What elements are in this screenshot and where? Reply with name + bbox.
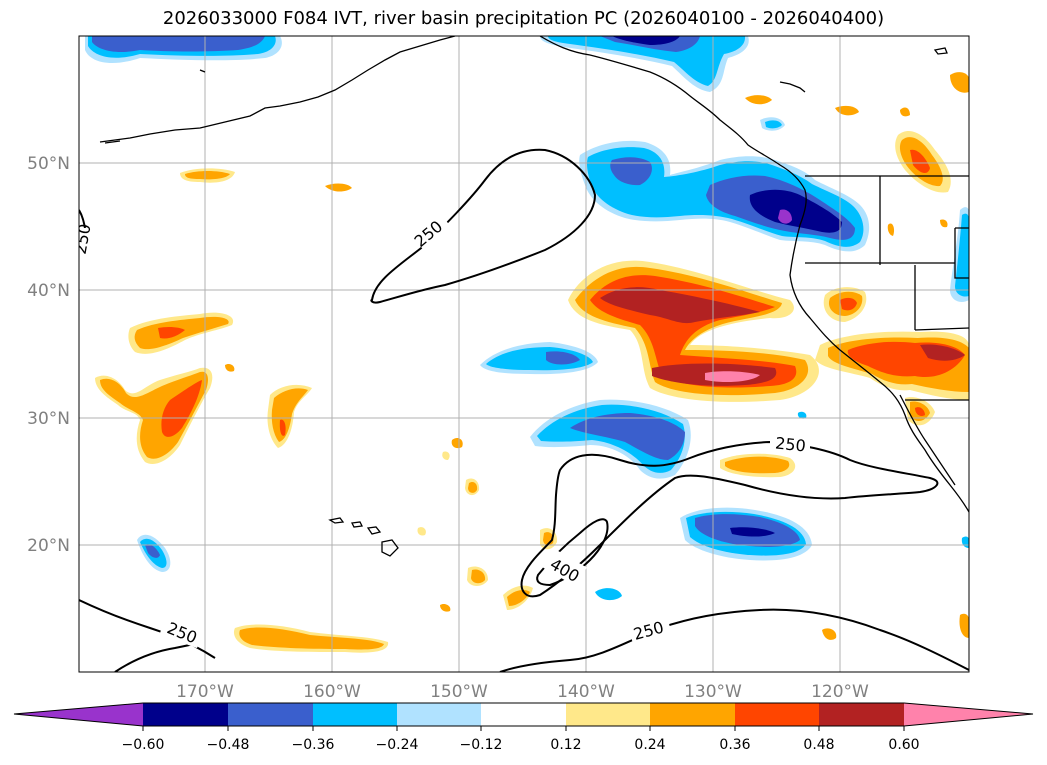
colorbar-tick-label: 0.60 [888,737,919,753]
colorbar-segment [397,703,481,726]
lat-label-30n: 30°N [27,409,70,429]
colorbar-extend-max [904,703,1033,726]
colorbar-segment [228,703,313,726]
map-frame [78,35,970,673]
colorbar: −0.60 −0.48 −0.36 −0.24 −0.12 0.12 0.24 … [13,702,1034,753]
colorbar-segment [143,703,228,726]
colorbar-segment [650,703,735,726]
lon-label-120w: 120°W [811,682,869,702]
colorbar-segment [566,703,650,726]
latitude-labels: 50°N 40°N 30°N 20°N [27,154,70,556]
colorbar-tick-label: 0.48 [803,737,834,753]
lon-label-160w: 160°W [303,682,361,702]
colorbar-tick-label: −0.36 [292,737,335,753]
contour-label-250-b: 250 [71,222,95,255]
lon-label-150w: 150°W [430,682,488,702]
lat-label-20n: 20°N [27,536,70,556]
coastlines [99,36,969,557]
contour-label-250-c: 250 [774,433,806,455]
negative-anomaly-shading [85,36,969,601]
colorbar-tick-label: 0.12 [550,737,581,753]
colorbar-ticks [142,726,905,731]
colorbar-tick-label: −0.12 [460,737,503,753]
lon-label-130w: 130°W [684,682,742,702]
map-title: 2026033000 F084 IVT, river basin precipi… [162,8,885,29]
lat-label-50n: 50°N [27,154,70,174]
colorbar-tick-label: −0.48 [207,737,250,753]
colorbar-segment [313,703,397,726]
colorbar-extend-min [14,703,143,726]
map-content: 250 250 250 250 400 250 [71,36,969,672]
colorbar-segment [481,703,566,726]
colorbar-tick-label: 0.36 [719,737,750,753]
lat-label-40n: 40°N [27,281,70,301]
colorbar-segment [735,703,819,726]
longitude-labels: 170°W 160°W 150°W 140°W 130°W 120°W [176,682,869,702]
lon-label-140w: 140°W [557,682,615,702]
colorbar-tick-label: −0.60 [122,737,165,753]
positive-anomaly-shading [95,72,969,653]
colorbar-tick-label: −0.24 [376,737,419,753]
colorbar-tick-label: 0.24 [634,737,665,753]
graticule [79,36,969,672]
colorbar-segment [819,703,904,726]
lon-label-170w: 170°W [176,682,234,702]
